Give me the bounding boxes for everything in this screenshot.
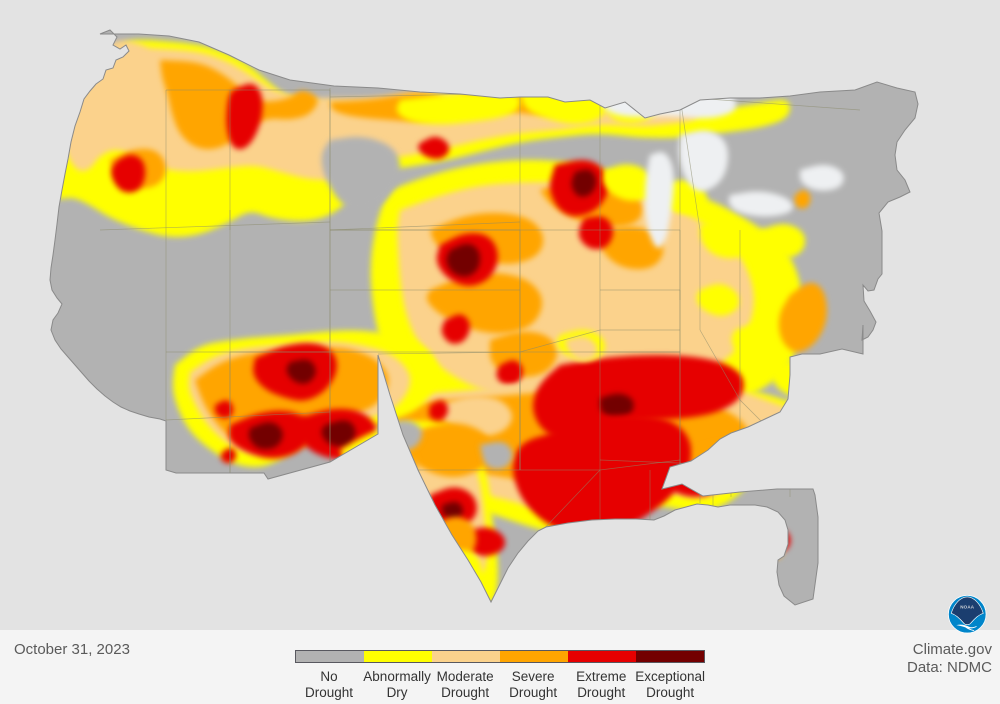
svg-text:NOAA: NOAA: [960, 604, 975, 609]
